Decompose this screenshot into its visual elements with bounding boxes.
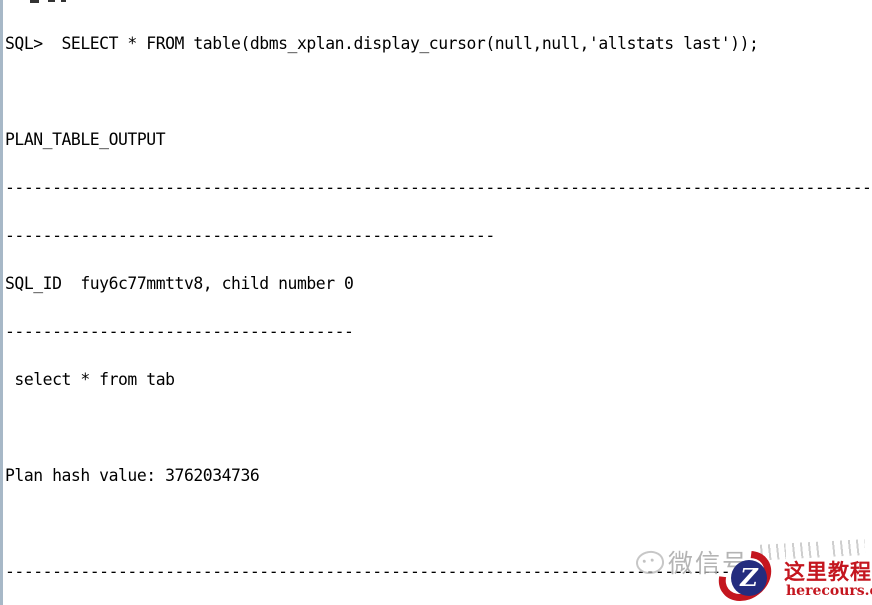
separator-line: -------------------------------------: [5, 322, 354, 341]
plan-hash-line: Plan hash value: 3762034736: [5, 466, 260, 485]
logo-z-icon: Z: [731, 560, 767, 596]
blank-line: [5, 516, 872, 532]
site-name: 这里教程网: [784, 560, 872, 584]
separator-line: ----------------------------------------…: [5, 178, 872, 197]
sql-id-line: SQL_ID fuy6c77mmttv8, child number 0: [5, 274, 354, 293]
clipped-previous-line-remnant: [61, 0, 66, 2]
command-line: SQL> SELECT * FROM table(dbms_xplan.disp…: [5, 34, 759, 53]
blank-line: [5, 84, 872, 100]
statement-text: select * from tab: [5, 370, 175, 389]
clipped-previous-line-remnant: [48, 0, 55, 2]
site-logo: Z: [708, 540, 782, 605]
console-output: SQL> SELECT * FROM table(dbms_xplan.disp…: [5, 4, 872, 605]
plan-table-output-label: PLAN_TABLE_OUTPUT: [5, 130, 166, 149]
site-domain: herecours.com: [786, 583, 872, 599]
clipped-previous-line-remnant: [30, 0, 39, 3]
plan-table-top-border: ----------------------------------------…: [5, 562, 750, 581]
separator-line: ----------------------------------------…: [5, 226, 495, 245]
blank-line: [5, 420, 872, 436]
